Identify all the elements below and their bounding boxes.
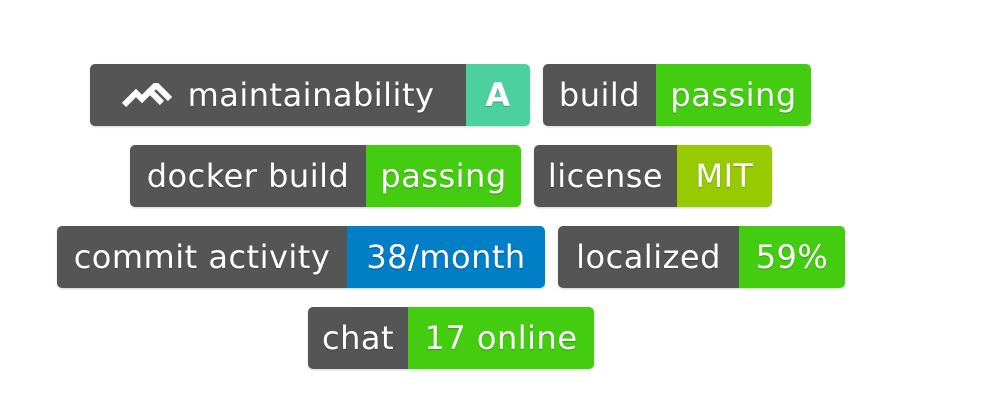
localized-badge-label: localized — [558, 226, 739, 288]
chat-badge[interactable]: chat 17 online — [308, 307, 594, 369]
localized-badge[interactable]: localized 59% — [558, 226, 845, 288]
docker-build-badge-value: passing — [366, 145, 521, 207]
maintainability-badge-label: maintainability — [187, 76, 435, 114]
codeclimate-logo-icon — [121, 83, 172, 107]
docker-build-badge-label: docker build — [130, 145, 366, 207]
license-badge-label: license — [534, 145, 677, 207]
chat-badge-value: 17 online — [408, 307, 594, 369]
license-badge[interactable]: license MIT — [534, 145, 772, 207]
maintainability-badge[interactable]: maintainability A — [90, 64, 530, 126]
build-badge-value: passing — [656, 64, 811, 126]
maintainability-badge-label-segment: maintainability — [90, 64, 466, 126]
localized-badge-value: 59% — [739, 226, 845, 288]
commit-activity-badge-value: 38/month — [347, 226, 545, 288]
build-badge[interactable]: build passing — [543, 64, 811, 126]
license-badge-value: MIT — [677, 145, 772, 207]
maintainability-badge-value: A — [466, 64, 530, 126]
docker-build-badge[interactable]: docker build passing — [130, 145, 521, 207]
commit-activity-badge-label: commit activity — [57, 226, 347, 288]
build-badge-label: build — [543, 64, 656, 126]
commit-activity-badge[interactable]: commit activity 38/month — [57, 226, 545, 288]
chat-badge-label: chat — [308, 307, 408, 369]
